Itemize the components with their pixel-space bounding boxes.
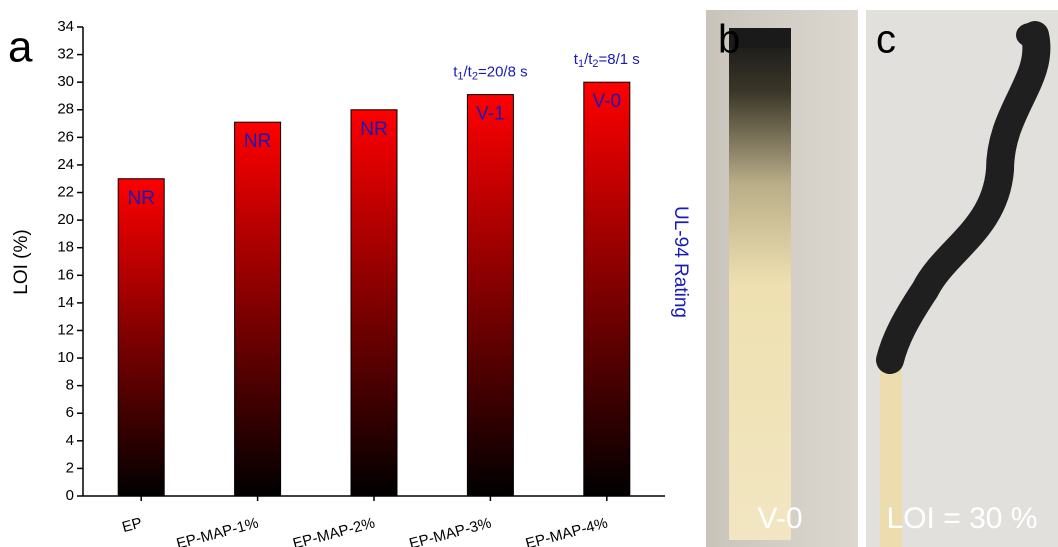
rating-label: V-0 (593, 91, 622, 112)
y-tick-label: 8 (66, 377, 74, 394)
figure: b V-0 c LOI = 30 % a LOI (%) UL-94 Ratin… (0, 0, 1058, 547)
annotation: t1/t2=20/8 s (453, 64, 527, 83)
bar (584, 82, 630, 496)
y2-axis-label: UL-94 Rating (670, 206, 691, 318)
y-tick-label: 12 (57, 321, 74, 338)
y-tick-label: 32 (57, 46, 74, 63)
panel-label: c (876, 18, 896, 62)
y-tick-label: 16 (57, 266, 74, 283)
y-tick-label: 26 (57, 128, 74, 145)
y-tick-label: 30 (57, 73, 74, 90)
x-tick-label: EP-MAP-1% (175, 514, 261, 547)
annotation-part: =20/8 s (478, 64, 528, 81)
burnt-bar (729, 30, 791, 540)
x-tick-label: EP-MAP-4% (524, 514, 610, 547)
y-tick-label: 28 (57, 101, 74, 118)
annotation-part: =8/1 s (599, 51, 640, 68)
rating-label: NR (244, 131, 271, 152)
y-tick-label: 24 (57, 156, 74, 173)
x-tick-label: EP-MAP-2% (291, 514, 377, 547)
rating-label: V-1 (476, 104, 505, 125)
y-tick-label: 20 (57, 211, 74, 228)
panel-label: a (8, 23, 33, 72)
y-axis-label: LOI (%) (11, 229, 32, 294)
y-tick-label: 2 (66, 459, 74, 476)
bar (235, 122, 281, 496)
y-tick-label: 22 (57, 183, 74, 200)
x-tick-label: EP-MAP-3% (407, 514, 493, 547)
panel-label: b (718, 18, 740, 62)
y-tick-label: 4 (66, 432, 74, 449)
y-tick-label: 6 (66, 404, 74, 421)
caption: LOI = 30 % (887, 502, 1038, 535)
y-tick-label: 18 (57, 239, 74, 256)
y-tick-label: 10 (57, 349, 74, 366)
bar (467, 95, 513, 496)
y-tick-label: 34 (57, 18, 74, 35)
bar (351, 110, 397, 496)
rating-label: NR (127, 188, 154, 209)
y-tick-label: 0 (66, 487, 74, 504)
char-tip (1016, 23, 1044, 47)
bar (118, 179, 164, 496)
caption: V-0 (757, 502, 802, 535)
rating-label: NR (360, 119, 387, 140)
x-tick-label: EP (120, 514, 144, 536)
y-tick-label: 14 (57, 294, 74, 311)
annotation: t1/t2=8/1 s (574, 51, 640, 70)
